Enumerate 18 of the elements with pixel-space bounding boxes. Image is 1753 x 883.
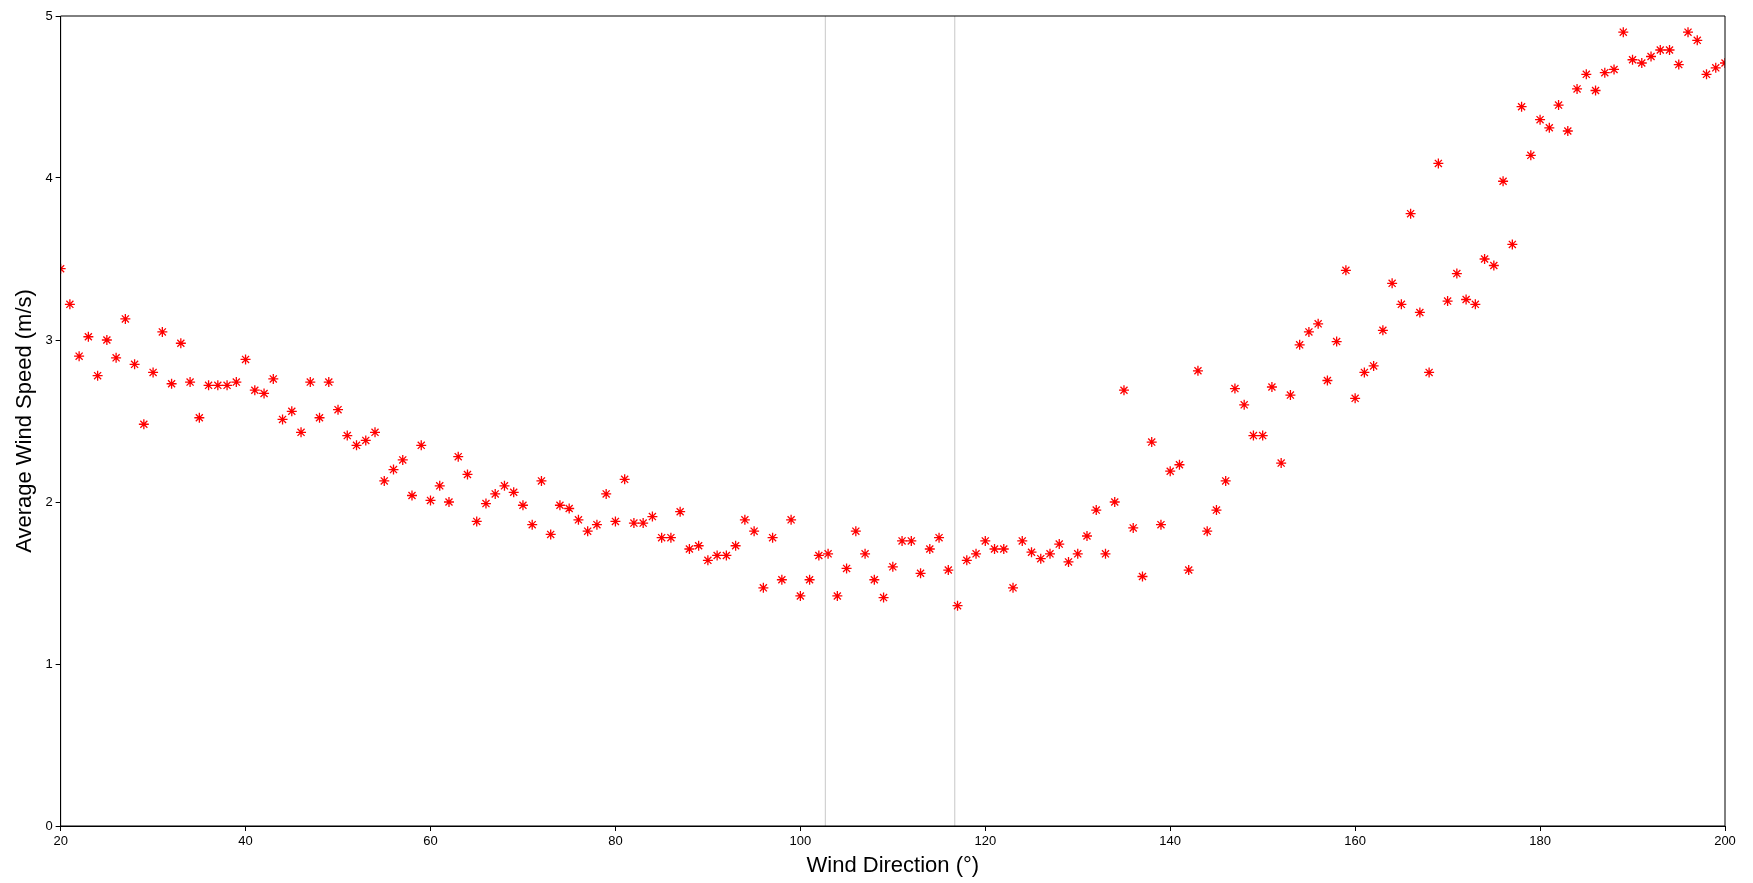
- x-tick-label: 20: [53, 833, 68, 849]
- y-tick-label: 0: [45, 817, 53, 833]
- x-tick-label: 140: [1159, 833, 1182, 849]
- x-tick-label: 120: [974, 833, 997, 849]
- y-tick-label: 1: [45, 655, 53, 671]
- x-tick-label: 40: [238, 833, 253, 849]
- y-tick-label: 3: [45, 331, 53, 347]
- x-tick-label: 180: [1529, 833, 1551, 849]
- y-tick-label: 5: [45, 7, 53, 23]
- x-tick-label: 60: [423, 833, 438, 849]
- y-tick-label: 2: [45, 493, 53, 509]
- x-tick-label: 160: [1344, 833, 1366, 849]
- x-axis-title: Wind Direction (°): [806, 851, 980, 877]
- x-tick-label: 80: [608, 833, 623, 849]
- x-tick-label: 100: [789, 833, 812, 849]
- y-tick-label: 4: [45, 169, 53, 185]
- y-axis-title: Average Wind Speed (m/s): [11, 289, 37, 553]
- x-tick-label: 200: [1714, 833, 1736, 849]
